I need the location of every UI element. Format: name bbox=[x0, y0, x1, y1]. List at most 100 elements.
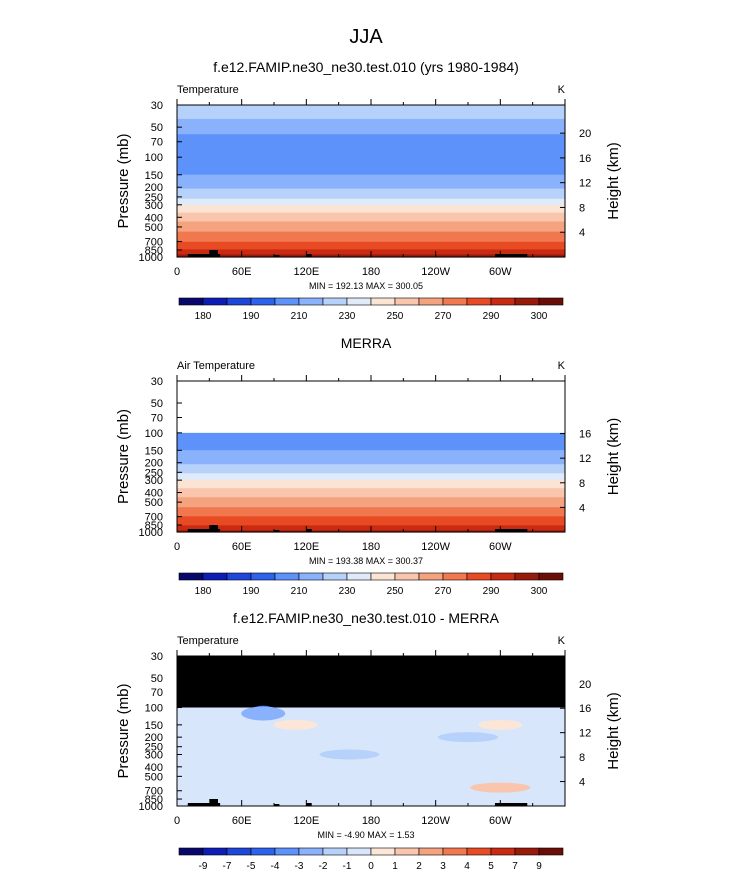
field-band bbox=[177, 493, 565, 496]
colorbar-swatch bbox=[250, 847, 276, 856]
field-band bbox=[177, 470, 565, 472]
field-band bbox=[177, 197, 565, 200]
colorbar-swatch bbox=[298, 572, 324, 581]
min-max-stats: MIN = 192.13 MAX = 300.05 bbox=[309, 281, 423, 291]
x-tick-label: 180 bbox=[362, 541, 380, 553]
field-band bbox=[177, 127, 565, 130]
field-band bbox=[177, 523, 565, 526]
field-band bbox=[177, 489, 565, 491]
terrain bbox=[187, 799, 528, 806]
colorbar-swatch bbox=[418, 847, 444, 856]
field-band bbox=[177, 506, 565, 508]
longitude-axis: 0 60E 120E 180 120W 60W bbox=[174, 650, 566, 827]
field-band bbox=[177, 203, 565, 206]
y2-tick-label: 16 bbox=[579, 703, 591, 715]
field-band bbox=[177, 432, 565, 435]
field-band bbox=[177, 474, 565, 476]
colorbar-swatch bbox=[178, 572, 204, 581]
field-band bbox=[177, 132, 565, 135]
colorbar-swatch bbox=[226, 297, 252, 306]
y-tick-label: 400 bbox=[145, 212, 163, 224]
field-band bbox=[177, 163, 565, 166]
field-band bbox=[177, 143, 565, 145]
y-tick-label: 250 bbox=[145, 742, 163, 754]
y2-tick-label: 4 bbox=[579, 227, 585, 239]
field-band bbox=[177, 145, 565, 148]
x-tick-label: 180 bbox=[362, 815, 380, 827]
field-band bbox=[177, 474, 565, 477]
field-band bbox=[177, 457, 565, 460]
x-tick-label: 120W bbox=[421, 815, 450, 827]
y-tick-label: 700 bbox=[145, 786, 163, 798]
colorbar-swatch bbox=[394, 572, 420, 581]
field-band bbox=[177, 151, 565, 154]
field-band bbox=[177, 441, 565, 443]
colorbar-label: 5 bbox=[488, 861, 494, 872]
y-tick-label: 50 bbox=[151, 122, 163, 134]
y-tick-label: 1000 bbox=[139, 252, 163, 264]
field-band bbox=[177, 248, 565, 250]
field-band bbox=[177, 455, 565, 457]
field-band bbox=[177, 460, 565, 463]
colorbar-label: 210 bbox=[291, 586, 308, 597]
field-band bbox=[177, 524, 565, 526]
field-feature bbox=[478, 719, 523, 730]
field-band bbox=[177, 435, 565, 437]
colorbar-swatch bbox=[394, 297, 420, 306]
colorbar-swatch bbox=[418, 297, 444, 306]
terrain-mask bbox=[209, 250, 218, 257]
field-band bbox=[177, 212, 565, 215]
y-tick-label: 70 bbox=[151, 687, 163, 699]
y2-tick-label: 8 bbox=[579, 478, 585, 490]
y-tick-label: 50 bbox=[151, 673, 163, 685]
field-band bbox=[177, 135, 565, 138]
y-axis-title: Pressure (mb) bbox=[115, 133, 132, 228]
field-band bbox=[177, 464, 565, 466]
field-band bbox=[177, 453, 565, 455]
field-band bbox=[177, 522, 565, 525]
y-tick-label: 100 bbox=[145, 152, 163, 164]
field-band bbox=[177, 518, 565, 521]
y-tick-label: 70 bbox=[151, 412, 163, 424]
field-band bbox=[177, 477, 565, 479]
field-band bbox=[177, 436, 565, 439]
colorbar-swatch bbox=[298, 847, 324, 856]
field-band bbox=[177, 517, 565, 519]
field-band bbox=[177, 456, 565, 459]
terrain-mask bbox=[274, 530, 280, 532]
field-band bbox=[177, 521, 565, 523]
colorbar-label: 270 bbox=[435, 311, 452, 322]
y2-tick-label: 8 bbox=[579, 202, 585, 214]
field-band bbox=[177, 442, 565, 445]
field-band bbox=[177, 487, 565, 489]
field-band bbox=[177, 201, 565, 204]
field-band bbox=[177, 481, 565, 484]
colorbar-swatch bbox=[178, 297, 204, 306]
colorbar-swatch bbox=[490, 847, 516, 856]
colorbar-swatch bbox=[250, 297, 276, 306]
field-band bbox=[177, 492, 565, 494]
field-bands bbox=[177, 432, 565, 533]
field-band bbox=[177, 131, 565, 134]
x-tick-label: 120E bbox=[293, 815, 319, 827]
colorbar-label: 9 bbox=[536, 861, 542, 872]
colorbar-swatch bbox=[202, 847, 228, 856]
field-band bbox=[177, 106, 565, 109]
y-tick-label: 850 bbox=[145, 794, 163, 806]
y-tick-label: 300 bbox=[145, 475, 163, 487]
field-band bbox=[177, 205, 565, 207]
field-band bbox=[177, 249, 565, 252]
y2-tick-label: 20 bbox=[579, 679, 591, 691]
colorbar-swatch bbox=[538, 572, 564, 581]
field-feature bbox=[438, 732, 498, 743]
field-band bbox=[177, 219, 565, 221]
colorbar-swatch bbox=[370, 847, 396, 856]
field-band bbox=[177, 238, 565, 240]
field-band bbox=[177, 226, 565, 229]
height-axis: 20 16 12 8 4 Height (km) bbox=[560, 128, 622, 239]
field-band bbox=[177, 168, 565, 171]
field-band bbox=[177, 498, 565, 500]
field-band bbox=[177, 245, 565, 248]
